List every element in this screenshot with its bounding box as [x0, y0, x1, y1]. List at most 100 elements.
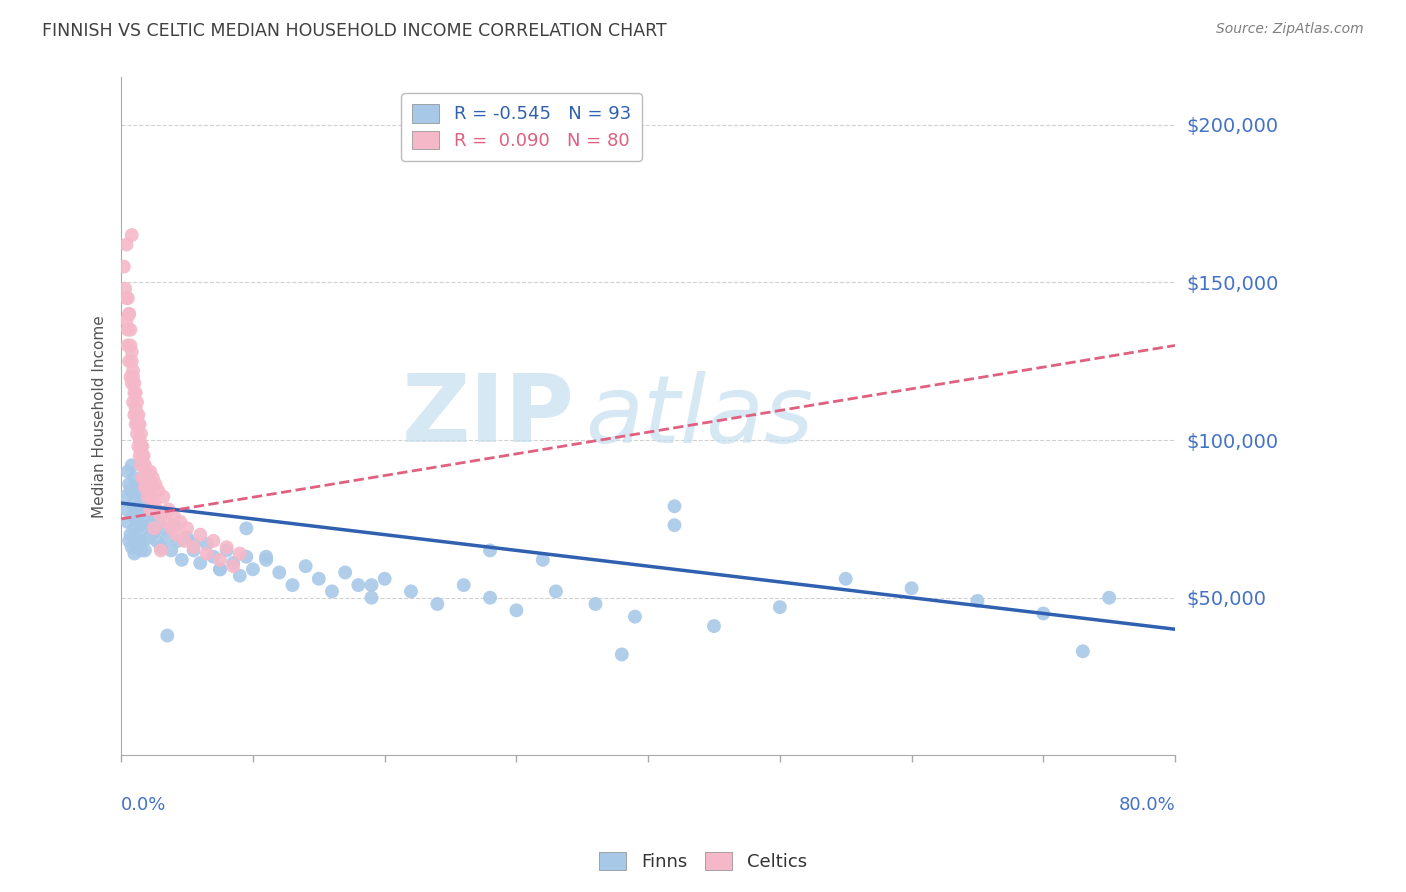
- Point: [129, 426, 152, 441]
- Point: [163, 518, 186, 533]
- Point: [453, 578, 475, 592]
- Point: [117, 515, 139, 529]
- Point: [120, 323, 142, 337]
- Point: [122, 395, 145, 409]
- Point: [426, 597, 449, 611]
- Point: [149, 543, 172, 558]
- Legend: Finns, Celtics: Finns, Celtics: [592, 845, 814, 879]
- Point: [479, 543, 502, 558]
- Text: atlas: atlas: [585, 371, 813, 462]
- Point: [505, 603, 527, 617]
- Point: [115, 291, 138, 305]
- Point: [136, 490, 159, 504]
- Point: [399, 584, 422, 599]
- Point: [531, 553, 554, 567]
- Point: [143, 496, 166, 510]
- Point: [125, 417, 148, 432]
- Point: [146, 515, 169, 529]
- Point: [135, 508, 157, 523]
- Point: [129, 458, 152, 473]
- Point: [117, 338, 139, 352]
- Point: [134, 543, 156, 558]
- Point: [121, 344, 143, 359]
- Point: [124, 376, 146, 391]
- Point: [139, 502, 162, 516]
- Point: [121, 376, 143, 391]
- Point: [127, 417, 149, 432]
- Point: [129, 543, 152, 558]
- Point: [128, 480, 150, 494]
- Point: [125, 395, 148, 409]
- Legend: R = -0.545   N = 93, R =  0.090   N = 80: R = -0.545 N = 93, R = 0.090 N = 80: [402, 94, 643, 161]
- Point: [117, 465, 139, 479]
- Point: [215, 543, 238, 558]
- Point: [544, 584, 567, 599]
- Point: [131, 533, 153, 548]
- Point: [235, 549, 257, 564]
- Point: [157, 502, 180, 516]
- Point: [1032, 607, 1054, 621]
- Point: [269, 566, 291, 580]
- Point: [195, 537, 218, 551]
- Point: [235, 521, 257, 535]
- Point: [131, 486, 153, 500]
- Point: [149, 541, 172, 555]
- Point: [134, 458, 156, 473]
- Point: [120, 370, 142, 384]
- Point: [308, 572, 330, 586]
- Point: [624, 609, 647, 624]
- Point: [139, 465, 162, 479]
- Point: [121, 228, 143, 243]
- Point: [121, 354, 143, 368]
- Point: [163, 508, 186, 523]
- Text: ZIP: ZIP: [402, 370, 575, 462]
- Point: [127, 408, 149, 422]
- Point: [143, 521, 166, 535]
- Point: [127, 537, 149, 551]
- Point: [127, 500, 149, 514]
- Point: [156, 531, 179, 545]
- Point: [202, 549, 225, 564]
- Point: [118, 477, 141, 491]
- Point: [254, 553, 277, 567]
- Point: [183, 543, 205, 558]
- Point: [122, 508, 145, 523]
- Point: [281, 578, 304, 592]
- Point: [124, 385, 146, 400]
- Point: [127, 439, 149, 453]
- Point: [166, 527, 188, 541]
- Point: [122, 496, 145, 510]
- Point: [176, 531, 198, 545]
- Point: [703, 619, 725, 633]
- Point: [769, 600, 792, 615]
- Point: [333, 566, 356, 580]
- Point: [117, 291, 139, 305]
- Point: [122, 364, 145, 378]
- Point: [115, 502, 138, 516]
- Point: [208, 553, 231, 567]
- Point: [131, 449, 153, 463]
- Point: [136, 490, 159, 504]
- Point: [229, 547, 252, 561]
- Point: [155, 515, 177, 529]
- Point: [167, 533, 190, 548]
- Point: [583, 597, 606, 611]
- Point: [115, 237, 138, 252]
- Point: [121, 541, 143, 555]
- Point: [188, 527, 211, 541]
- Point: [124, 547, 146, 561]
- Point: [135, 480, 157, 494]
- Point: [1071, 644, 1094, 658]
- Point: [135, 465, 157, 479]
- Point: [136, 471, 159, 485]
- Point: [173, 533, 195, 548]
- Point: [152, 490, 174, 504]
- Point: [114, 282, 136, 296]
- Point: [160, 543, 183, 558]
- Point: [321, 584, 343, 599]
- Point: [115, 313, 138, 327]
- Point: [134, 480, 156, 494]
- Point: [125, 512, 148, 526]
- Point: [254, 549, 277, 564]
- Point: [183, 541, 205, 555]
